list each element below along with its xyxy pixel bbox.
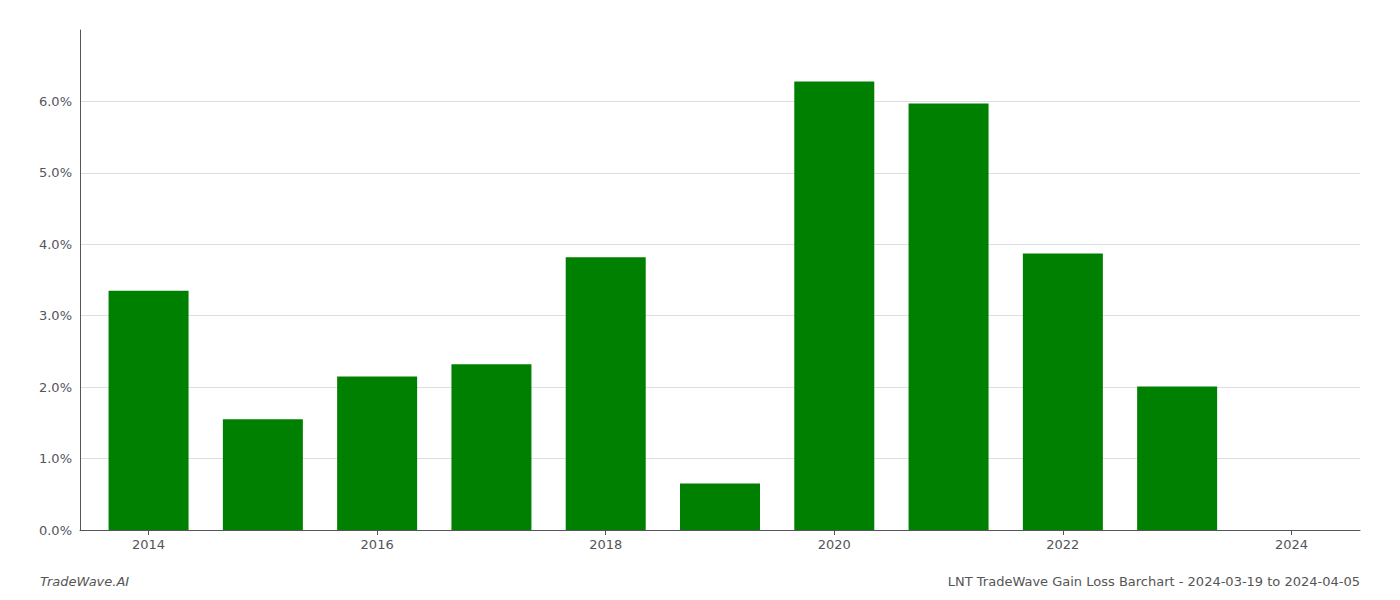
svg-text:2.0%: 2.0% bbox=[39, 380, 72, 395]
svg-text:TradeWave.AI: TradeWave.AI bbox=[40, 574, 129, 589]
svg-text:2022: 2022 bbox=[1046, 537, 1079, 552]
svg-text:2016: 2016 bbox=[361, 537, 394, 552]
svg-text:LNT TradeWave Gain Loss Barcha: LNT TradeWave Gain Loss Barchart - 2024-… bbox=[948, 574, 1360, 589]
svg-text:2014: 2014 bbox=[132, 537, 165, 552]
svg-text:4.0%: 4.0% bbox=[39, 237, 72, 252]
svg-text:3.0%: 3.0% bbox=[39, 308, 72, 323]
svg-text:2024: 2024 bbox=[1275, 537, 1308, 552]
svg-text:5.0%: 5.0% bbox=[39, 165, 72, 180]
svg-text:0.0%: 0.0% bbox=[39, 523, 72, 538]
svg-text:6.0%: 6.0% bbox=[39, 94, 72, 109]
svg-text:2020: 2020 bbox=[818, 537, 851, 552]
svg-text:1.0%: 1.0% bbox=[39, 451, 72, 466]
svg-text:2018: 2018 bbox=[589, 537, 622, 552]
